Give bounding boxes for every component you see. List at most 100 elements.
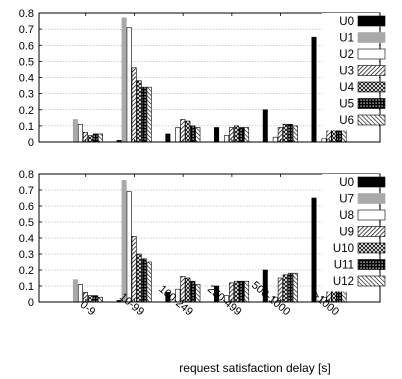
y-tick-label: 0.1 — [19, 121, 34, 133]
legend-label-u4: U4 — [339, 82, 354, 94]
bar-u6-2 — [195, 127, 201, 143]
bar-u7-1 — [121, 180, 127, 303]
legend-label-u9: U9 — [339, 227, 354, 239]
legend-swatch-u0 — [357, 176, 386, 188]
bar-u5-3 — [239, 127, 245, 143]
bar-u12-1 — [146, 261, 152, 303]
bar-u1-1 — [121, 17, 127, 143]
bar-u12-0 — [97, 296, 103, 303]
legend-swatch-u10 — [357, 242, 386, 254]
bar-u4-4 — [282, 123, 288, 143]
bar-u6-4 — [292, 125, 298, 143]
bar-u11-0 — [92, 295, 98, 303]
y-tick-label: 0.6 — [19, 201, 34, 213]
y-tick-label: 0.4 — [19, 73, 34, 85]
legend-swatch-u2 — [357, 48, 386, 60]
bar-u9-1 — [131, 236, 137, 303]
y-tick-label: 0.2 — [19, 105, 34, 117]
y-tick-label: 0.3 — [19, 89, 34, 101]
bar-u0-5 — [311, 197, 317, 303]
legend-label-u3: U3 — [339, 66, 354, 78]
bar-u10-2 — [185, 277, 191, 303]
legend-label-u5: U5 — [339, 99, 354, 111]
y-tick-label: 0.4 — [19, 233, 34, 245]
y-tick-label: 0.5 — [19, 217, 34, 229]
bar-u6-0 — [97, 133, 103, 143]
y-tick-label: 0.2 — [19, 265, 34, 277]
y-tick-label: 0 — [28, 137, 34, 149]
bar-u10-1 — [136, 253, 142, 303]
legend-swatch-u11 — [357, 259, 386, 270]
x-axis-label: request satisfaction delay [s] — [179, 361, 330, 375]
legend-swatch-u12 — [357, 275, 386, 287]
y-tick-label: 0 — [28, 297, 34, 309]
bar-u0-2 — [165, 133, 171, 143]
legend-label-u7: U7 — [339, 194, 354, 206]
y-tick-label: 0.1 — [19, 281, 34, 293]
plot-frame — [38, 173, 381, 303]
legend-label-u0: U0 — [339, 177, 354, 189]
bar-u2-0 — [77, 123, 83, 143]
bar-u8-1 — [126, 191, 132, 303]
legend-label-u1: U1 — [339, 33, 354, 45]
chart-top: 0 0.1 0.2 0.3 0.4 0.5 0.6 0.7 0.8 U0 U1 U2 U3 U4 U5 U6 — [19, 8, 386, 149]
legend-label-u8: U8 — [339, 210, 354, 222]
y-tick-label: 0.5 — [19, 56, 34, 68]
legend-swatch-u3 — [357, 65, 386, 76]
legend-swatch-u5 — [357, 98, 386, 109]
bar-u2-1 — [126, 27, 132, 143]
bar-u12-3 — [244, 280, 250, 303]
bar-u8-0 — [77, 284, 83, 303]
y-tick-label: 0.7 — [19, 24, 34, 36]
bar-u0-4 — [262, 109, 268, 143]
bar-u10-4 — [282, 274, 288, 303]
bar-u2-3 — [224, 135, 230, 143]
bar-u7-0 — [72, 279, 78, 303]
y-tick-label: 0.3 — [19, 249, 34, 261]
legend-label-u12: U12 — [333, 276, 354, 288]
legend-swatch-u4 — [357, 81, 386, 93]
legend-label-u10: U10 — [333, 243, 354, 255]
y-tick-label: 0.6 — [19, 40, 34, 52]
bar-u11-3 — [239, 280, 245, 303]
legend-swatch-u0 — [357, 15, 386, 27]
bar-u4-2 — [185, 120, 191, 143]
bar-u4-0 — [87, 135, 93, 143]
bar-u11-1 — [141, 258, 147, 303]
bar-u11-2 — [190, 280, 196, 303]
y-tick-label: 0.8 — [19, 169, 34, 181]
legend-swatch-u7 — [357, 193, 386, 204]
bar-u5-1 — [141, 86, 147, 143]
bar-u1-0 — [72, 119, 78, 143]
bar-u12-2 — [195, 284, 201, 303]
legend-swatch-u1 — [357, 32, 386, 43]
bar-u5-2 — [190, 125, 196, 143]
bar-u12-4 — [292, 272, 298, 303]
legend-label-u2: U2 — [339, 49, 354, 61]
bar-u10-3 — [234, 280, 240, 303]
bar-u0-5 — [311, 36, 317, 143]
bar-u0-3 — [214, 127, 220, 143]
bar-u5-0 — [92, 133, 98, 143]
bar-u4-1 — [136, 80, 142, 143]
bar-u2-4 — [272, 136, 278, 143]
chart-bottom: 00.10.20.30.40.50.60.70.80-9 10-99 100-249… — [19, 169, 386, 318]
bar-u5-4 — [287, 123, 293, 143]
bar-u6-3 — [244, 127, 250, 143]
legend-label-u6: U6 — [339, 115, 354, 127]
bar-u3-2 — [180, 119, 186, 143]
y-tick-label: 0.7 — [19, 185, 34, 197]
bar-u2-2 — [175, 127, 181, 143]
legend-label-u0: U0 — [339, 16, 354, 28]
bar-u3-1 — [131, 67, 137, 143]
legend-swatch-u9 — [357, 226, 386, 237]
plot-frame — [38, 12, 381, 143]
legend-swatch-u8 — [357, 209, 386, 221]
y-tick-label: 0.8 — [19, 8, 34, 20]
legend-swatch-u6 — [357, 114, 386, 126]
bar-u6-1 — [146, 86, 152, 143]
bar-u11-4 — [287, 272, 293, 303]
bar-u4-3 — [234, 125, 240, 143]
legend-label-u11: U11 — [334, 260, 354, 272]
